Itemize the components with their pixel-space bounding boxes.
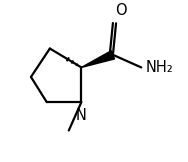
Text: O: O (115, 3, 127, 18)
Polygon shape (81, 51, 114, 67)
Text: N: N (76, 108, 87, 123)
Text: NH₂: NH₂ (146, 60, 174, 75)
